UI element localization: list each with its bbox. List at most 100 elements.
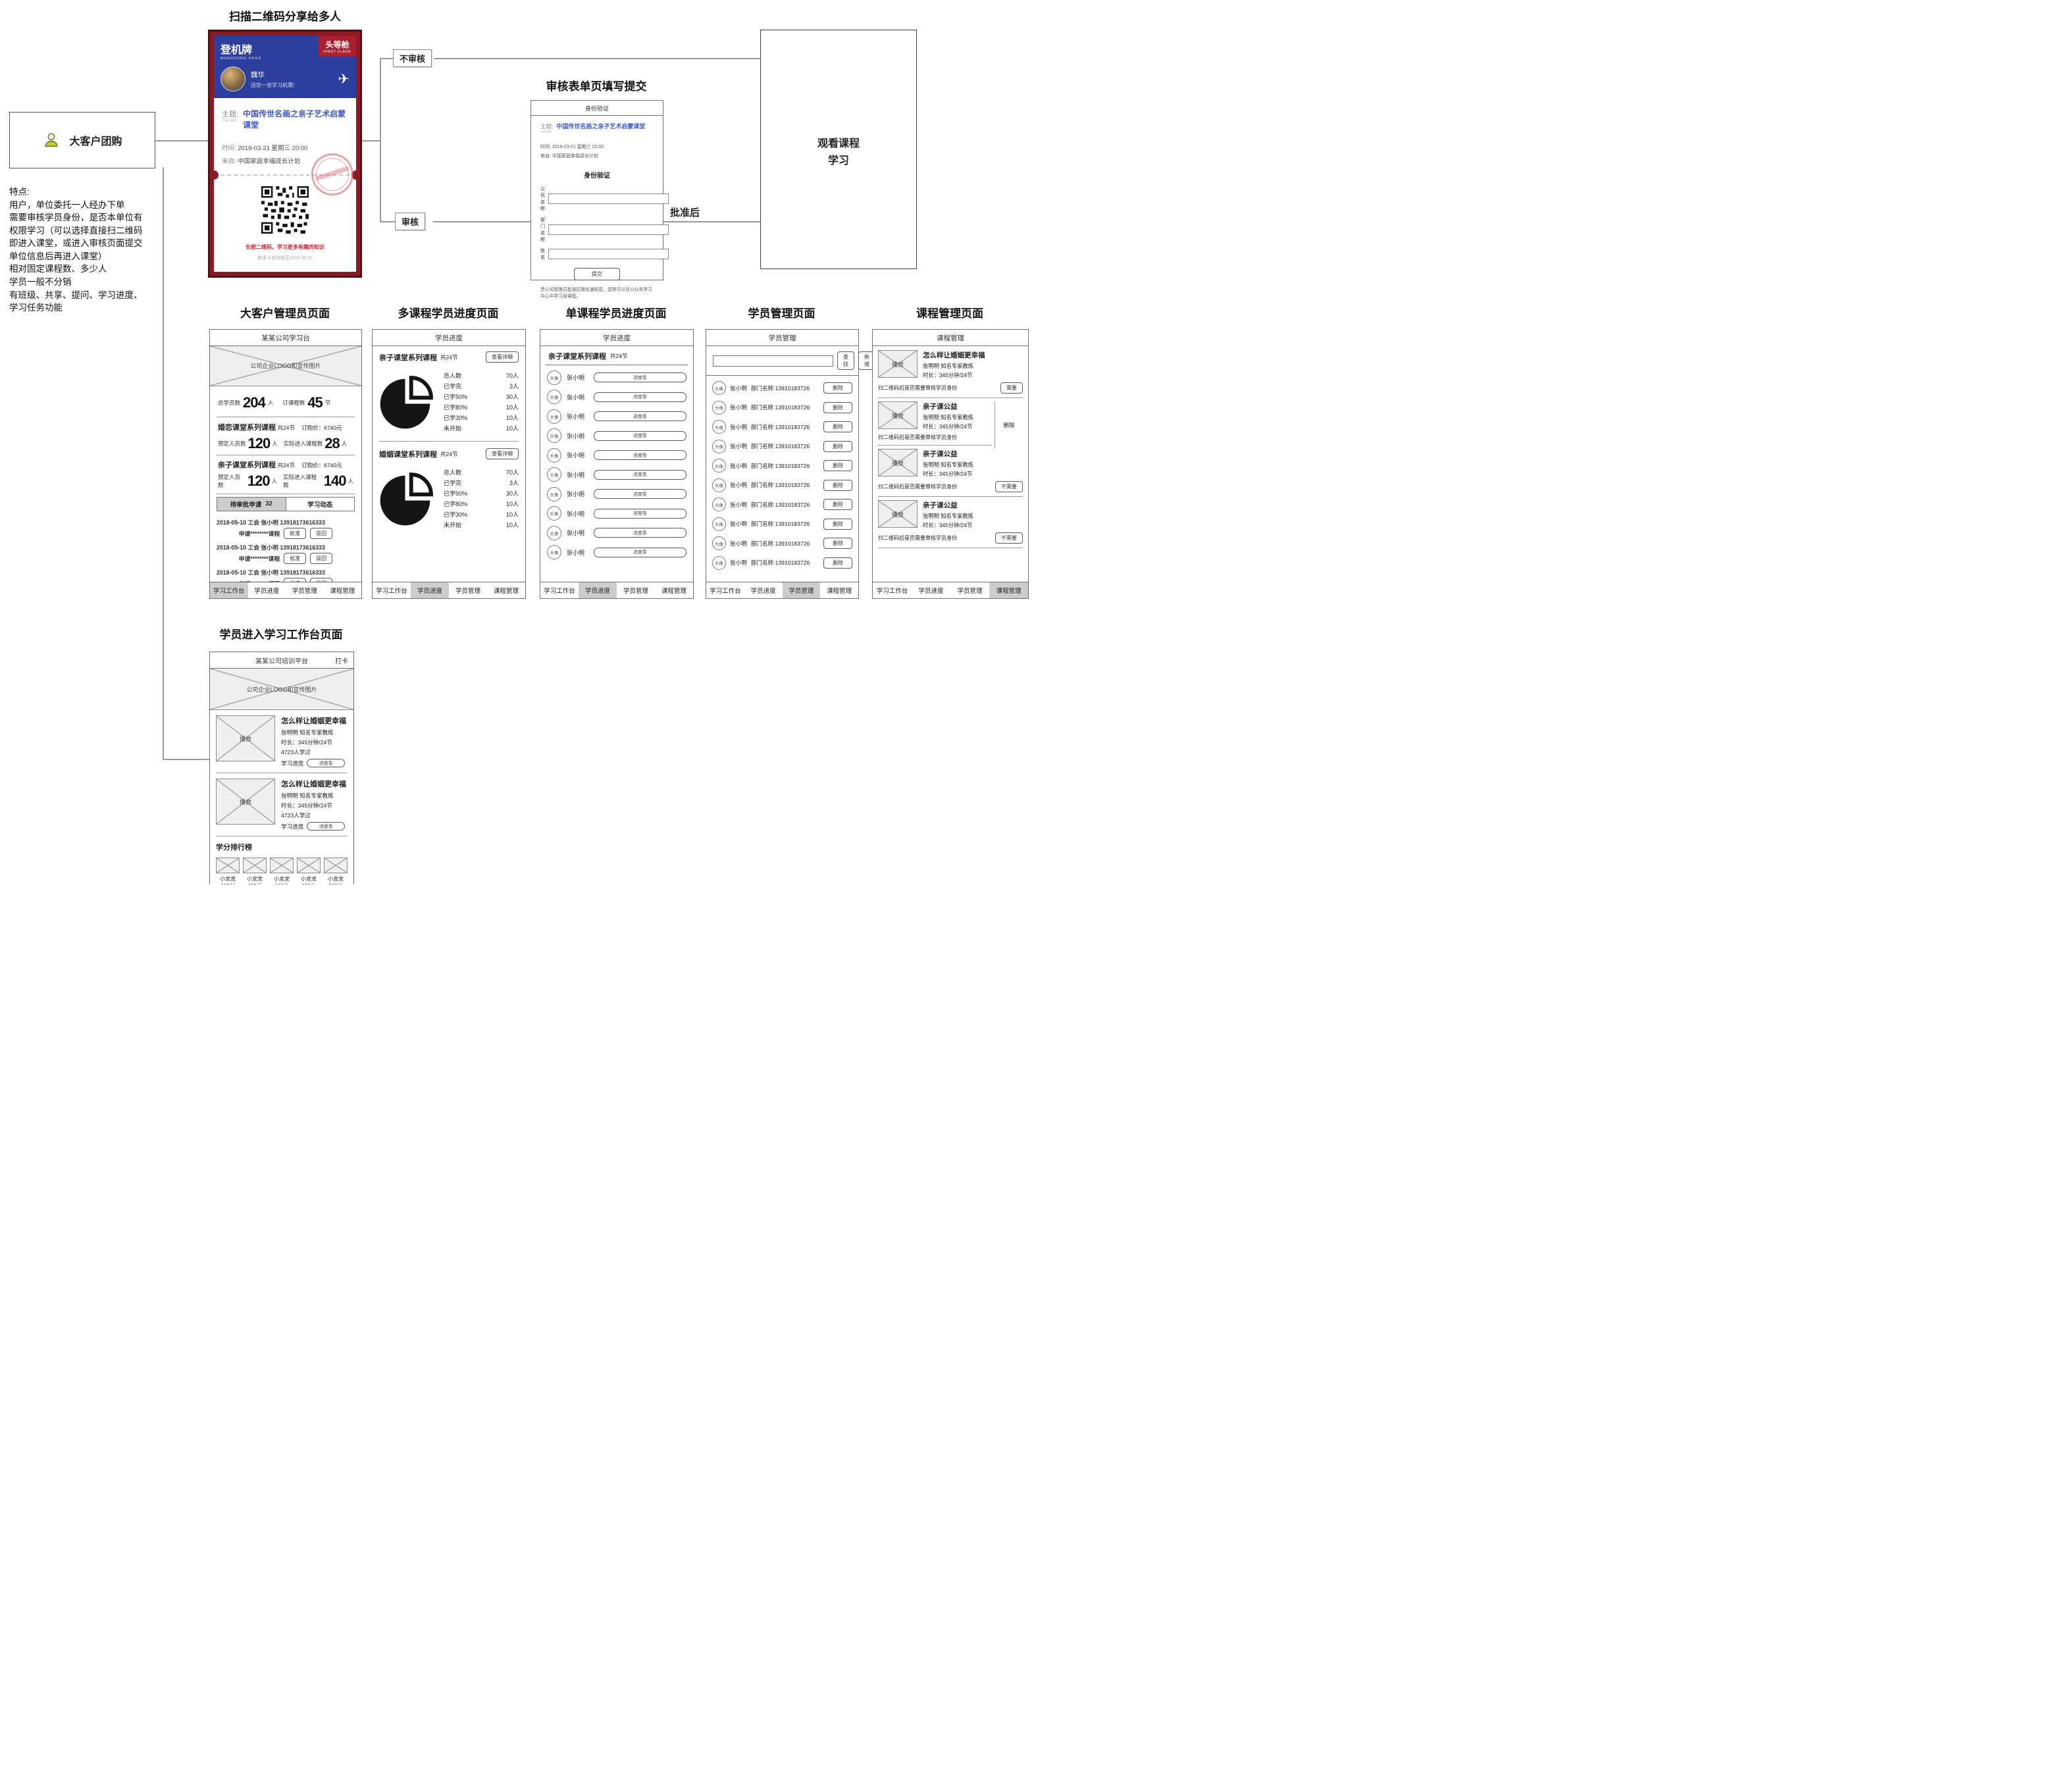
course1-entered: 28 bbox=[324, 434, 340, 451]
student-dept-phone: 部门名称 13910183726 bbox=[750, 482, 810, 489]
tab-courses[interactable]: 课程管理 bbox=[655, 582, 693, 598]
search-input[interactable] bbox=[713, 355, 833, 367]
delete-button[interactable]: 删除 bbox=[823, 421, 852, 433]
delete-button[interactable]: 删除 bbox=[823, 382, 852, 394]
student-progress-row: 头像 张小明 进度条 bbox=[547, 426, 686, 446]
review-toggle-button[interactable]: 不需要 bbox=[995, 481, 1023, 492]
tab-progress[interactable]: 学员进度 bbox=[912, 582, 950, 598]
progress-bar: 进度条 bbox=[594, 450, 686, 461]
play-thumbnail[interactable]: 播放 bbox=[878, 500, 918, 528]
student-progress-row: 头像 张小明 进度条 bbox=[547, 543, 686, 563]
view-detail-button[interactable]: 查看详细 bbox=[486, 448, 519, 459]
bottom-nav: 学习工作台 学员进度 学员管理 课程管理 bbox=[873, 582, 1028, 598]
tab-students[interactable]: 学员管理 bbox=[617, 582, 655, 598]
review-question: 扫二维码后是否需要审核学员身份 bbox=[878, 434, 957, 440]
delete-button[interactable]: 删除 bbox=[823, 479, 852, 491]
student-name: 张小明 bbox=[567, 374, 585, 382]
delete-button[interactable]: 删除 bbox=[823, 460, 852, 472]
reject-button[interactable]: 驳回 bbox=[310, 527, 333, 539]
play-thumbnail[interactable]: 播放 bbox=[216, 779, 275, 825]
student-progress-row: 头像 张小明 进度条 bbox=[547, 523, 686, 543]
request-line1: 2018-05-10 工会 张小明 13918173616333 bbox=[217, 519, 325, 526]
student-progress-row: 头像 张小明 进度条 bbox=[547, 368, 686, 388]
review-toggle-button[interactable]: 不需要 bbox=[995, 532, 1023, 544]
person-icon bbox=[45, 133, 58, 147]
avatar bbox=[220, 66, 246, 91]
company-name-input[interactable] bbox=[548, 193, 669, 204]
avatar: 头像 bbox=[547, 545, 561, 560]
play-thumbnail[interactable]: 播放 bbox=[878, 350, 918, 378]
tab-workbench[interactable]: 学习工作台 bbox=[873, 582, 912, 598]
tab-courses[interactable]: 课程管理 bbox=[323, 582, 361, 598]
tab-learning-activity[interactable]: 学习动态 bbox=[307, 501, 333, 509]
play-thumbnail[interactable]: 播放 bbox=[216, 715, 275, 762]
search-button[interactable]: 查找 bbox=[837, 351, 854, 370]
tab-progress[interactable]: 学员进度 bbox=[579, 582, 617, 598]
tab-workbench[interactable]: 学习工作台 bbox=[706, 582, 744, 598]
student-dept-phone: 部门名称 13910183726 bbox=[750, 384, 810, 392]
section1-name: 亲子课堂系列课程 bbox=[379, 353, 437, 362]
leaderboard-item: 小龙龙 682分 bbox=[216, 858, 240, 884]
tab-progress[interactable]: 学员进度 bbox=[411, 582, 449, 598]
delete-button[interactable]: 删除 bbox=[823, 401, 852, 413]
delete-action[interactable]: 删除 bbox=[1003, 422, 1015, 428]
submit-button[interactable]: 提交 bbox=[574, 268, 620, 280]
approval-request-row: 2018-05-10 工会 张小明 13918173616333 申请*****… bbox=[210, 565, 361, 582]
reject-button[interactable]: 驳回 bbox=[310, 552, 333, 564]
tab-workbench[interactable]: 学习工作台 bbox=[210, 582, 248, 598]
review-question: 扫二维码后是否需要审核学员身份 bbox=[878, 484, 957, 490]
tab-courses[interactable]: 课程管理 bbox=[487, 582, 525, 598]
student-row: 头像 张小明 部门名称 13910183726 删除 bbox=[712, 417, 852, 437]
tab-progress[interactable]: 学员进度 bbox=[744, 582, 783, 598]
delete-button[interactable]: 删除 bbox=[823, 538, 852, 550]
person-name-input[interactable] bbox=[548, 249, 669, 259]
member-name: 小龙龙 bbox=[247, 876, 263, 883]
tab-courses[interactable]: 课程管理 bbox=[820, 582, 858, 598]
member-thumbnail bbox=[297, 858, 321, 874]
form-time-value: 2018-03-21 星期三 20:00 bbox=[552, 145, 604, 149]
connector-line bbox=[163, 167, 164, 759]
flow-node-watch-course: 观看课程 学习 bbox=[760, 30, 917, 269]
perforation-line bbox=[209, 147, 361, 201]
flow-label-approved: 批准后 bbox=[670, 207, 700, 218]
tab-workbench[interactable]: 学习工作台 bbox=[373, 582, 411, 598]
features-title: 特点: bbox=[9, 187, 30, 197]
single-progress-wireframe: 学员进度 亲子课堂系列课程 共24节 头像 张小明 进度条 头像 张小明 进度条… bbox=[540, 329, 694, 599]
checkin-button[interactable]: 打卡 bbox=[335, 658, 348, 665]
tab-students[interactable]: 学员管理 bbox=[449, 582, 487, 598]
delete-button[interactable]: 删除 bbox=[823, 518, 852, 530]
play-thumbnail[interactable]: 播放 bbox=[878, 449, 918, 476]
student-row: 头像 张小明 部门名称 13910183726 删除 bbox=[712, 553, 852, 573]
course1-entered-label: 实际进入课程数 bbox=[283, 440, 323, 447]
course1-price: 订购价：6740元 bbox=[301, 424, 342, 431]
delete-button[interactable]: 删除 bbox=[823, 499, 852, 511]
member-score: 682分 bbox=[324, 883, 348, 884]
qr-code-image[interactable] bbox=[261, 186, 309, 234]
student-progress-row: 头像 张小明 进度条 bbox=[547, 504, 686, 524]
tab-students[interactable]: 学员管理 bbox=[782, 582, 821, 598]
view-detail-button[interactable]: 查看详细 bbox=[486, 351, 519, 363]
single-progress-header: 学员进度 bbox=[540, 330, 693, 346]
approve-button[interactable]: 批准 bbox=[284, 552, 307, 564]
tab-students[interactable]: 学员管理 bbox=[286, 582, 324, 598]
review-toggle-button[interactable]: 需要 bbox=[1000, 382, 1023, 394]
tab-workbench[interactable]: 学习工作台 bbox=[540, 582, 579, 598]
play-thumbnail[interactable]: 播放 bbox=[878, 401, 918, 429]
approve-button[interactable]: 批准 bbox=[284, 527, 307, 539]
tab-courses[interactable]: 课程管理 bbox=[989, 582, 1028, 598]
tab-students[interactable]: 学员管理 bbox=[950, 582, 989, 598]
leaderboard-item: 小龙龙 682分 bbox=[324, 858, 348, 884]
approve-button[interactable]: 批准 bbox=[284, 577, 307, 582]
first-class-badge: 头等舱 FIRST CLASS bbox=[319, 36, 356, 57]
delete-button[interactable]: 删除 bbox=[823, 557, 852, 569]
avatar: 头像 bbox=[547, 370, 561, 385]
delete-button[interactable]: 删除 bbox=[823, 440, 852, 452]
dept-name-input[interactable] bbox=[548, 224, 669, 235]
reject-button[interactable]: 驳回 bbox=[310, 577, 333, 582]
section1-lessons: 共24节 bbox=[440, 353, 458, 361]
tab-pending-approvals[interactable]: 待审批申请 32 bbox=[217, 497, 286, 511]
stat-label: 总人数 bbox=[444, 372, 462, 379]
member-name: 小龙龙 bbox=[301, 876, 317, 883]
form-from-label: 来自: bbox=[540, 154, 551, 159]
tab-progress[interactable]: 学员进度 bbox=[247, 582, 286, 598]
